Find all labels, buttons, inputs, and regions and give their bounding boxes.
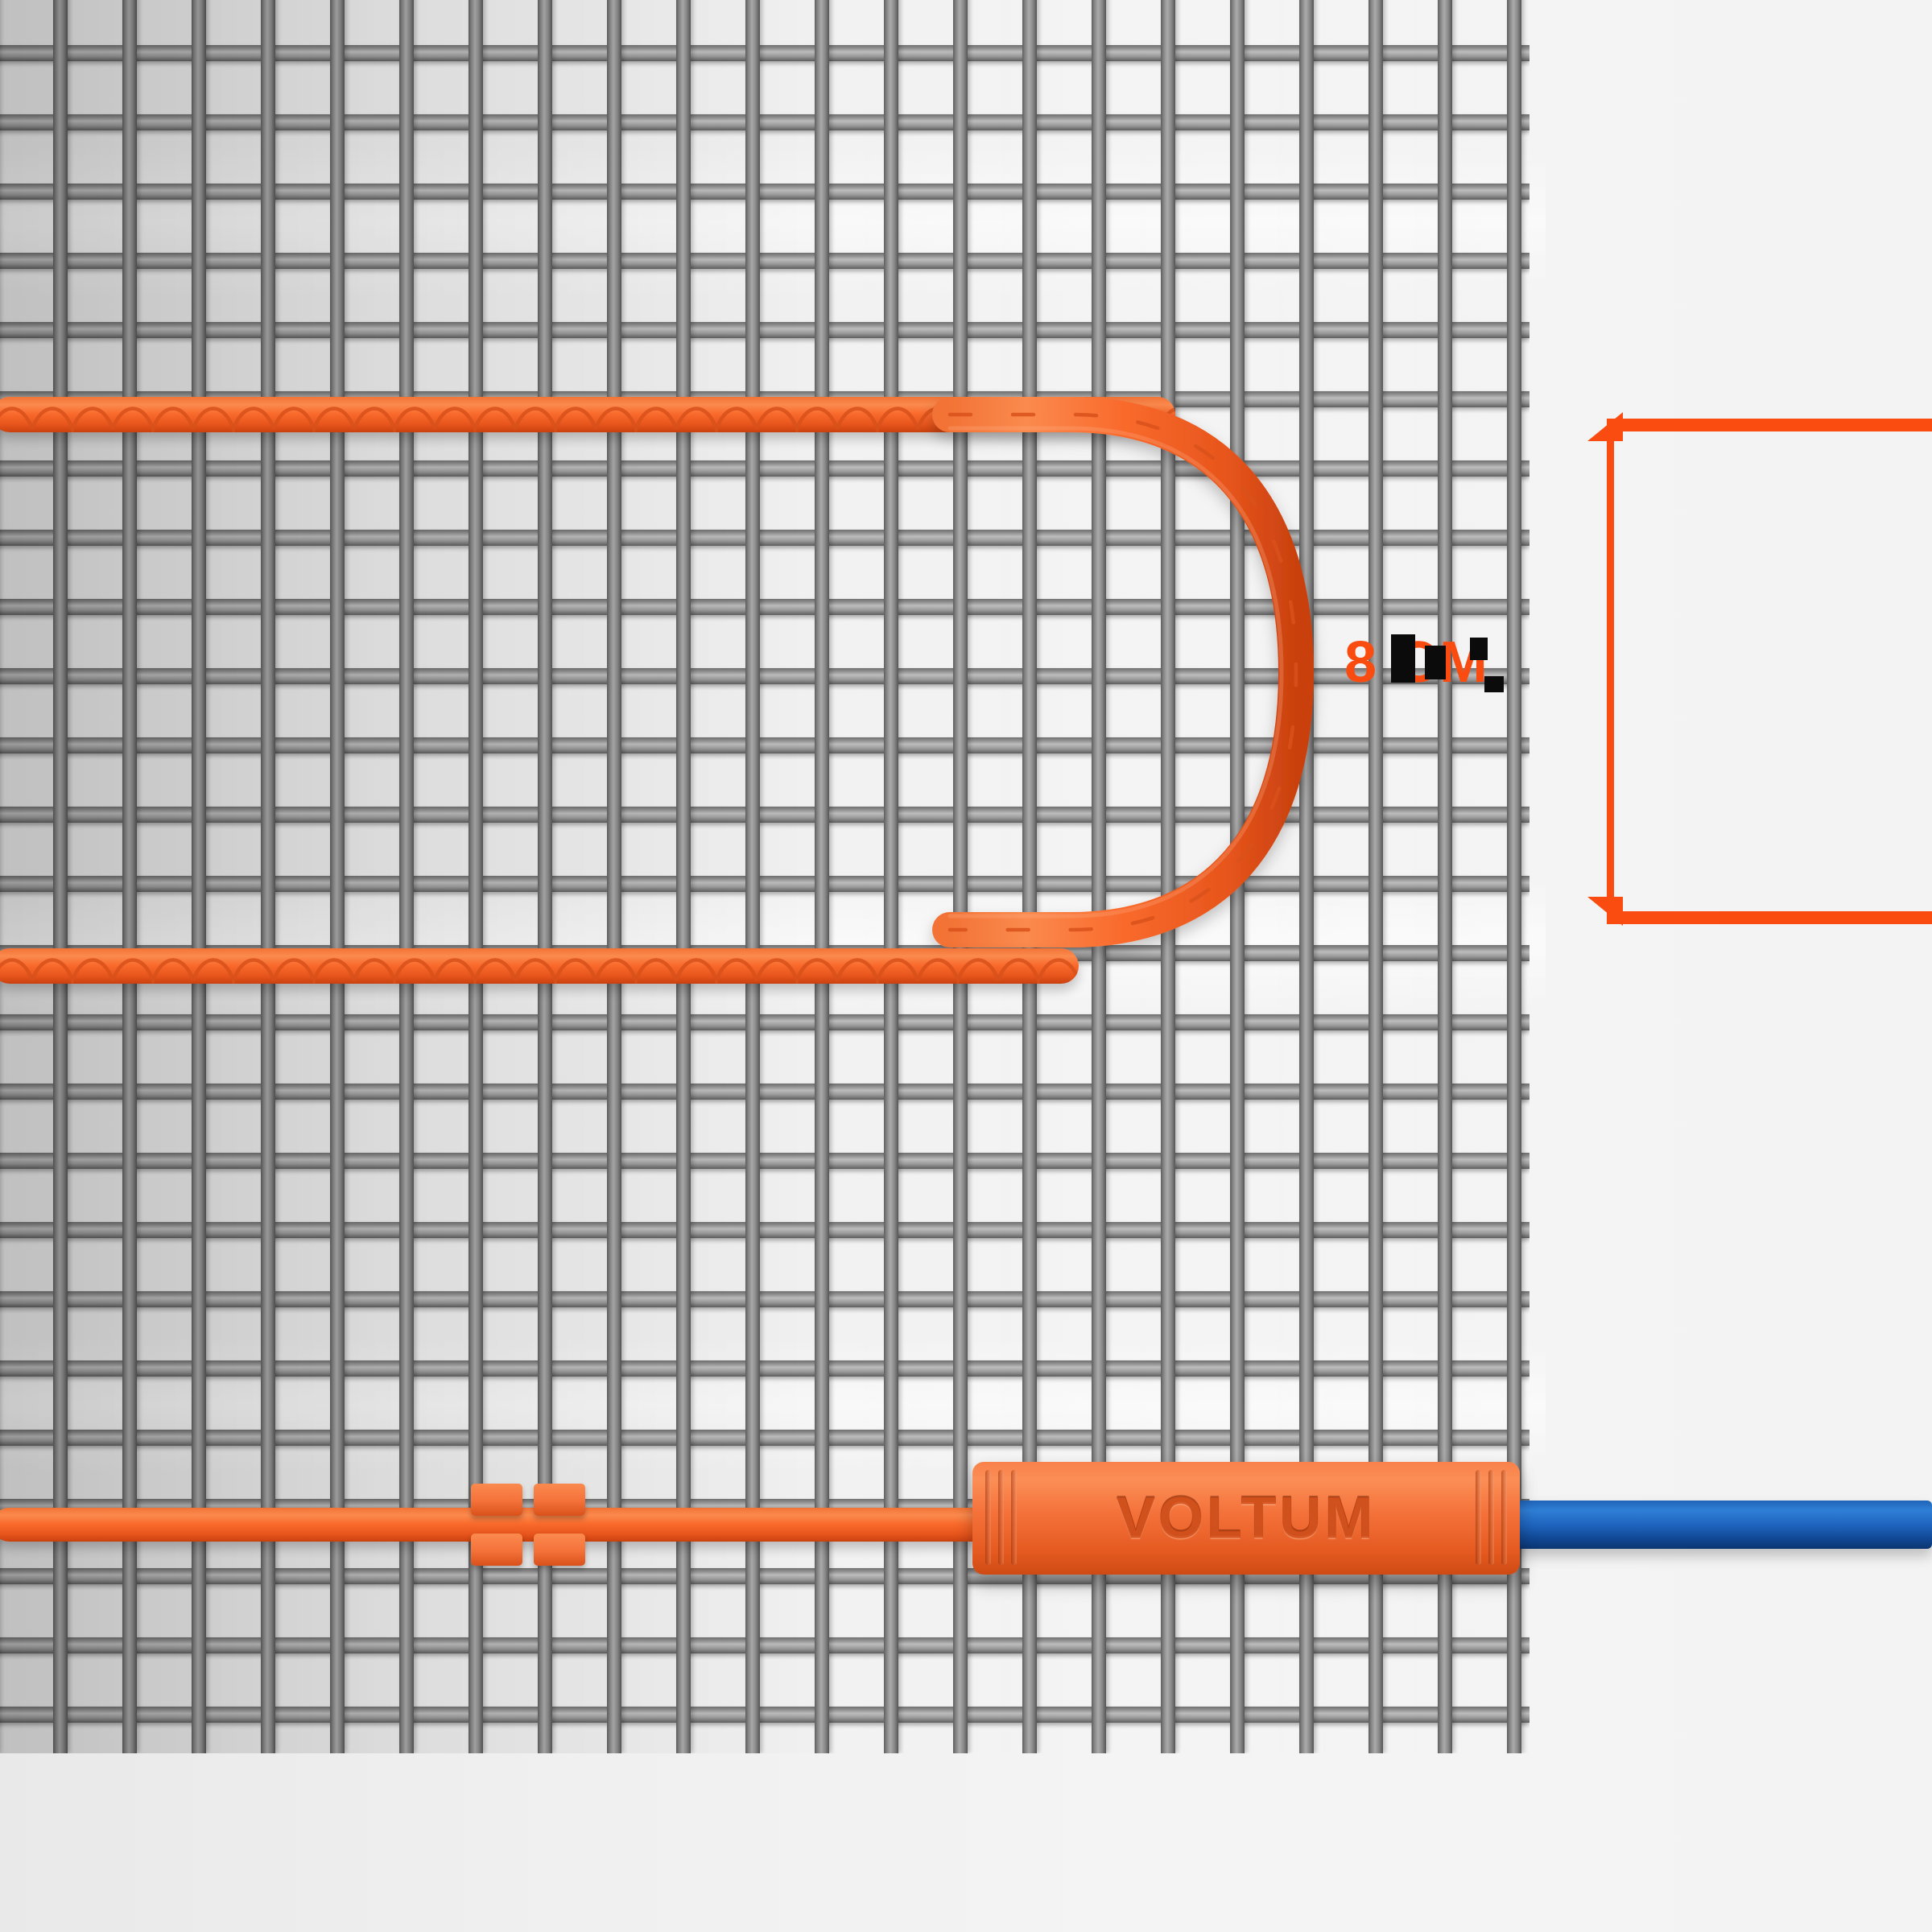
label-artifact-2 [1425, 646, 1446, 679]
mesh-wire-horizontal [0, 807, 1530, 823]
mesh-wire-vertical [676, 0, 691, 1753]
blue-cold-lead [1465, 1501, 1932, 1549]
mesh-wire-vertical [261, 0, 275, 1753]
mesh-wire-vertical [53, 0, 68, 1753]
mesh-wire-vertical [607, 0, 621, 1753]
heating-cable-u-turn [932, 378, 1401, 1038]
spacing-label: 8CM [1344, 630, 1488, 696]
mesh-wire-horizontal [0, 1291, 1530, 1307]
mesh-wire-horizontal [0, 737, 1530, 753]
mesh-wire-vertical [122, 0, 137, 1753]
clip-jaw-bottom-right [534, 1534, 585, 1566]
dimension-arrowhead-bottom [1587, 897, 1623, 926]
label-artifact-3 [1470, 638, 1488, 660]
connector-rib-l3 [1011, 1470, 1017, 1565]
dimension-extension-line-bottom [1607, 911, 1932, 924]
cable-spiral-wrap-middle [0, 948, 1079, 984]
mesh-wire-vertical [192, 0, 206, 1753]
mesh-wire-horizontal [0, 45, 1530, 61]
mesh-wire-horizontal [0, 1707, 1530, 1723]
connector-body [972, 1462, 1520, 1575]
mesh-wire-horizontal [0, 1084, 1530, 1100]
heating-cable-run-middle [0, 948, 1079, 984]
dimension-arrowhead-top [1587, 412, 1623, 441]
mesh-wire-horizontal [0, 322, 1530, 338]
dimension-extension-line-top [1607, 419, 1932, 431]
mesh-wire-horizontal [0, 668, 1530, 684]
mesh-wire-horizontal [0, 599, 1530, 615]
connector-rib-r2 [1488, 1470, 1494, 1565]
connector-brand-label: VOLTUM [1116, 1486, 1377, 1551]
mesh-wire-horizontal [0, 1014, 1530, 1030]
connector-rib-r3 [1501, 1470, 1507, 1565]
spacing-value: 8 [1344, 630, 1378, 695]
mesh-wire-vertical [399, 0, 414, 1753]
cable-fixing-clip [471, 1484, 600, 1567]
cable-spiral-wrap [0, 397, 1175, 432]
mesh-wire-horizontal [0, 1637, 1530, 1653]
mesh-wire-vertical [330, 0, 345, 1753]
dimension-measure-line [1607, 425, 1614, 924]
clip-jaw-top-right [534, 1484, 585, 1516]
connector-rib-r1 [1476, 1470, 1481, 1565]
clip-jaw-bottom-left [471, 1534, 522, 1566]
label-artifact-1 [1391, 634, 1415, 683]
mesh-wire-horizontal [0, 1222, 1530, 1238]
connector-rib-l2 [998, 1470, 1004, 1565]
mesh-wire-vertical [745, 0, 760, 1753]
clip-jaw-top-left [471, 1484, 522, 1516]
cold-joint-connector: VOLTUM [972, 1462, 1520, 1575]
mesh-wire-horizontal [0, 530, 1530, 546]
mesh-wire-vertical [884, 0, 898, 1753]
spacing-dimension-annotation: 8CM [1344, 411, 1932, 958]
connector-rib-l1 [985, 1470, 991, 1565]
label-artifact-4 [1484, 676, 1504, 692]
mesh-wire-horizontal [0, 114, 1530, 130]
mesh-wire-vertical [815, 0, 829, 1753]
mesh-wire-horizontal [0, 1153, 1530, 1169]
mesh-wire-horizontal [0, 460, 1530, 477]
